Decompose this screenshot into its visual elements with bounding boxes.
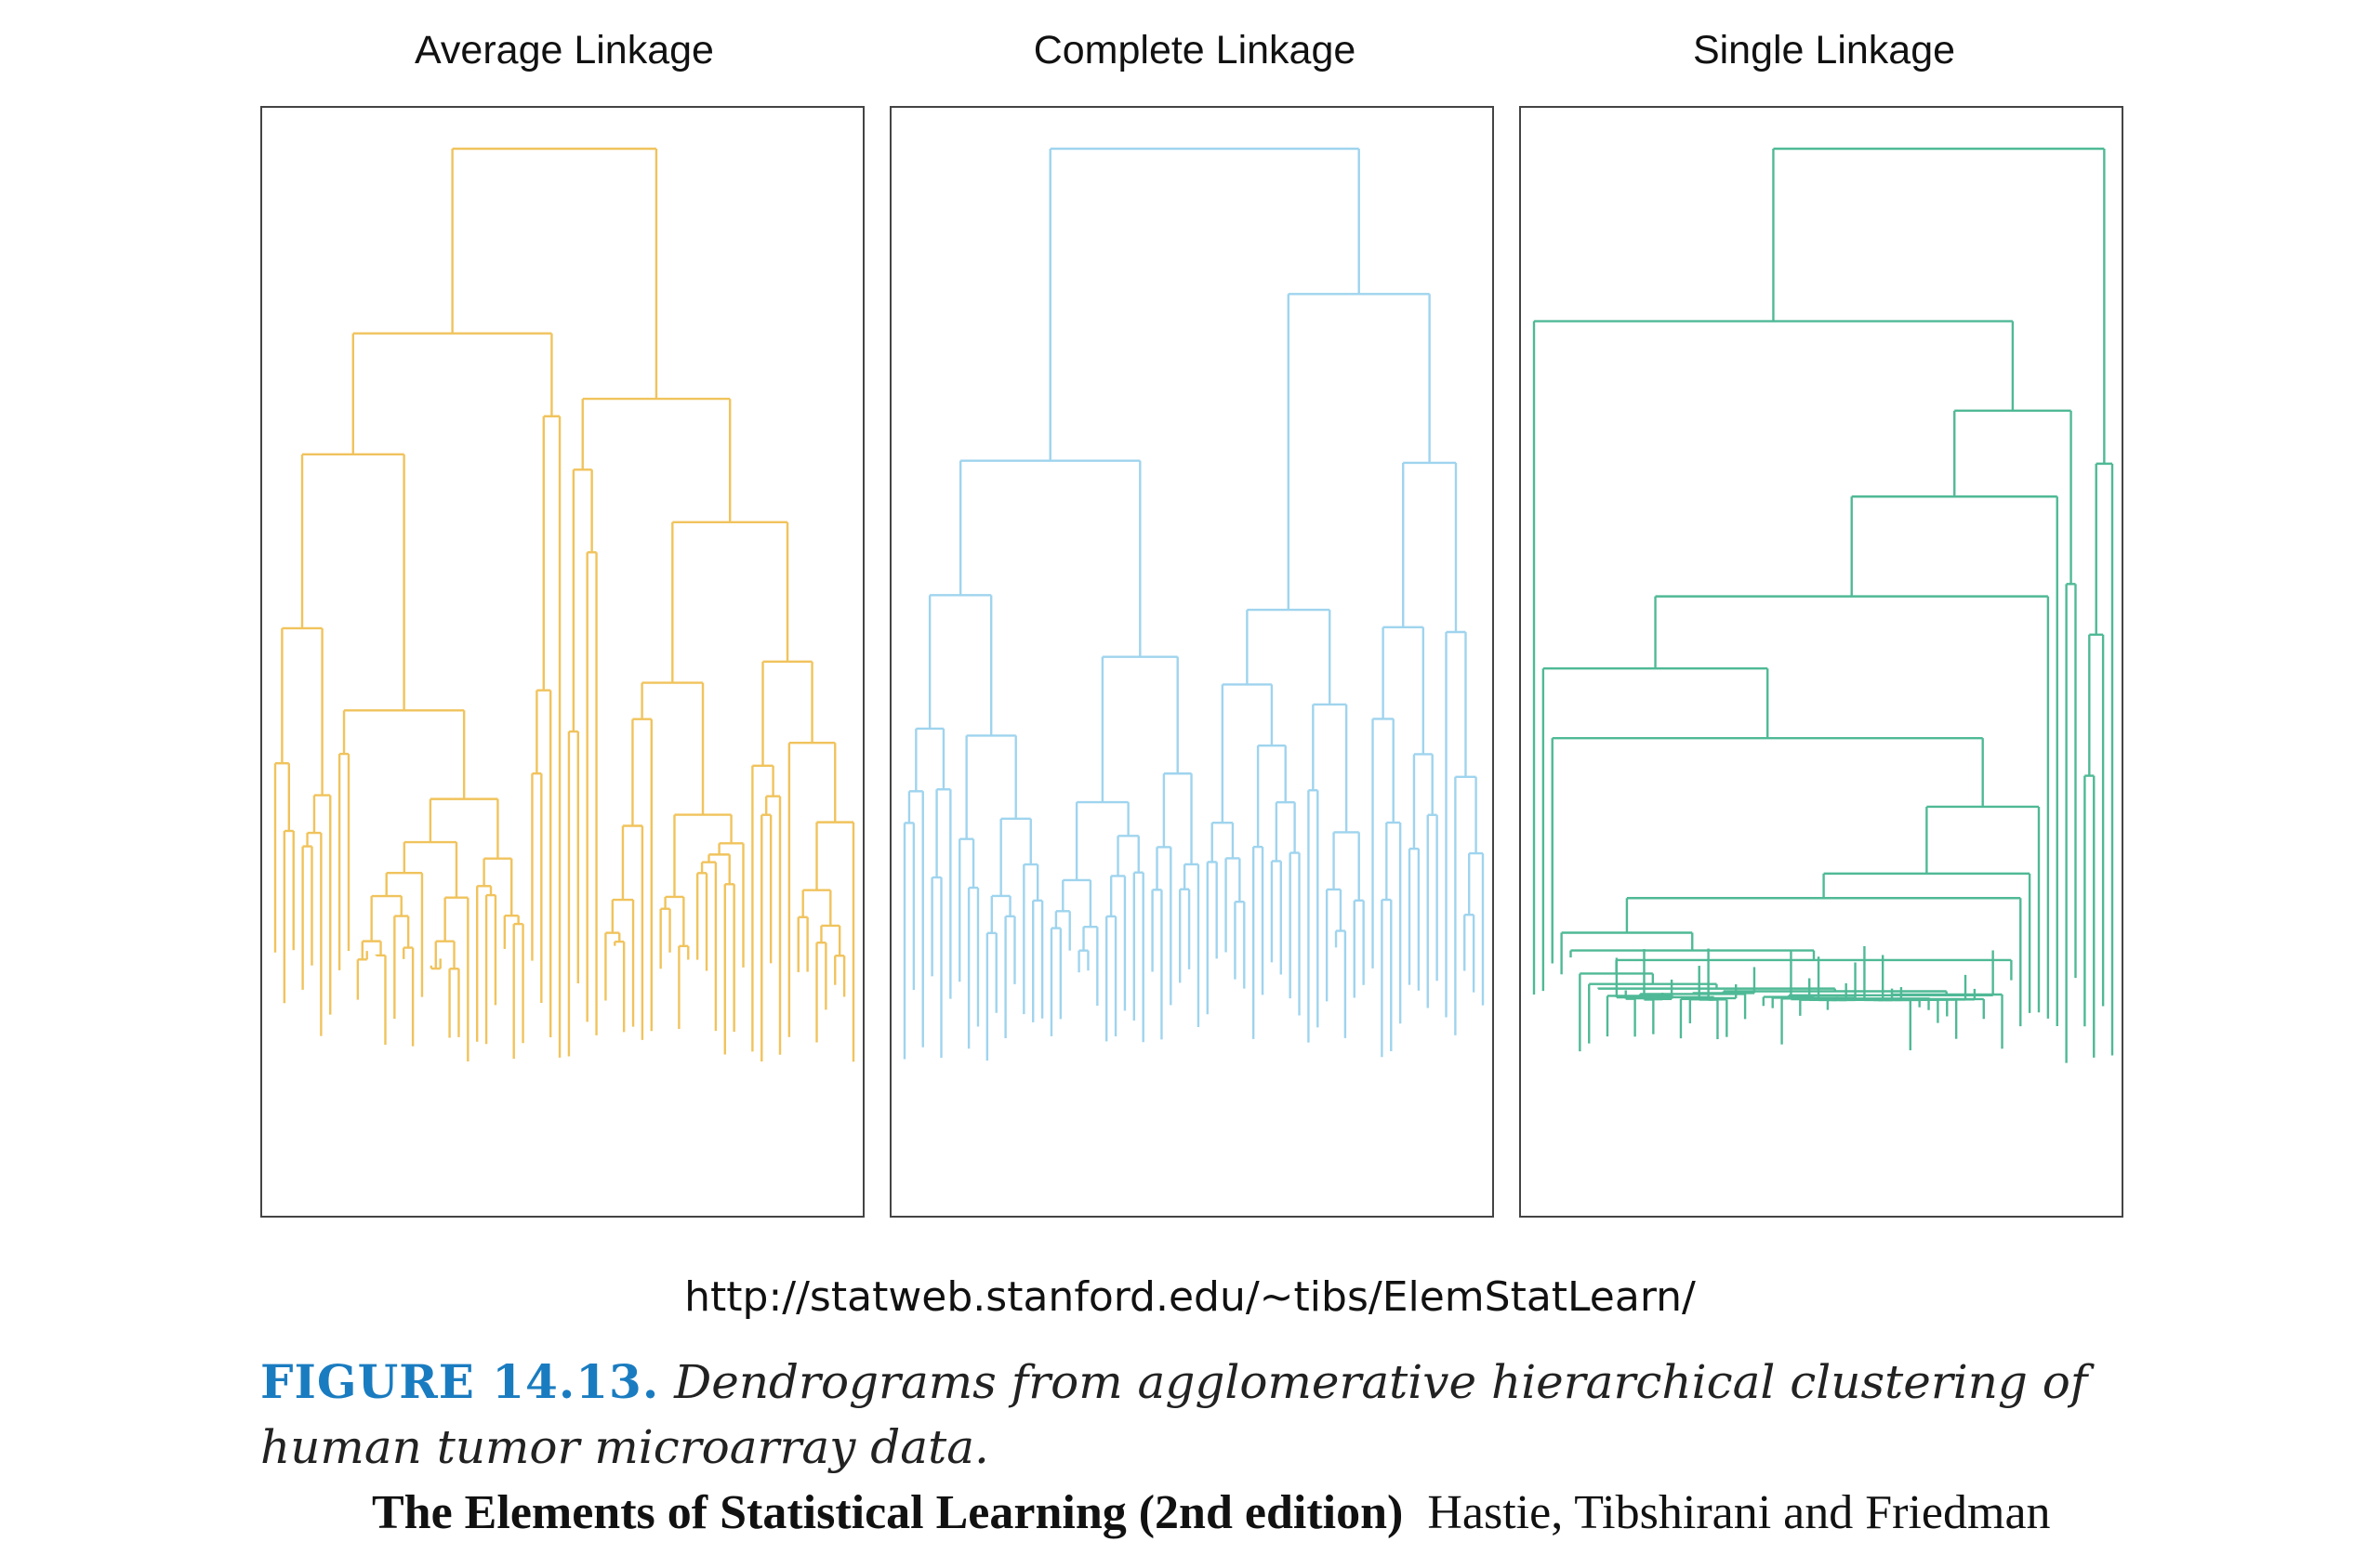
figure-caption: FIGURE 14.13. Dendrograms from agglomera… [260, 1350, 2213, 1480]
book-title: The Elements of Statistical Learning (2n… [372, 1486, 1404, 1539]
title-single-linkage: Single Linkage [1692, 28, 1956, 72]
dendrogram-average-linkage [260, 106, 865, 1218]
dendrogram-complete-linkage-plot [903, 147, 1485, 1061]
dendrogram-single-linkage [1519, 106, 2123, 1218]
figure-label: FIGURE 14.13. [260, 1354, 660, 1409]
source-url: http://statweb.stanford.edu/~tibs/ElemSt… [684, 1273, 1696, 1321]
book-authors: Hastie, Tibshirani and Friedman [1427, 1486, 2051, 1539]
dendrogram-complete-linkage [890, 106, 1494, 1218]
dendrogram-single-linkage-plot [1532, 147, 2114, 1063]
title-average-linkage: Average Linkage [415, 28, 714, 72]
dendrogram-average-linkage-plot [273, 147, 855, 1062]
book-credit: The Elements of Statistical Learning (2n… [372, 1485, 2051, 1540]
title-complete-linkage: Complete Linkage [1033, 28, 1356, 72]
figure-caption-text: Dendrograms from agglomerative hierarchi… [260, 1355, 2088, 1474]
